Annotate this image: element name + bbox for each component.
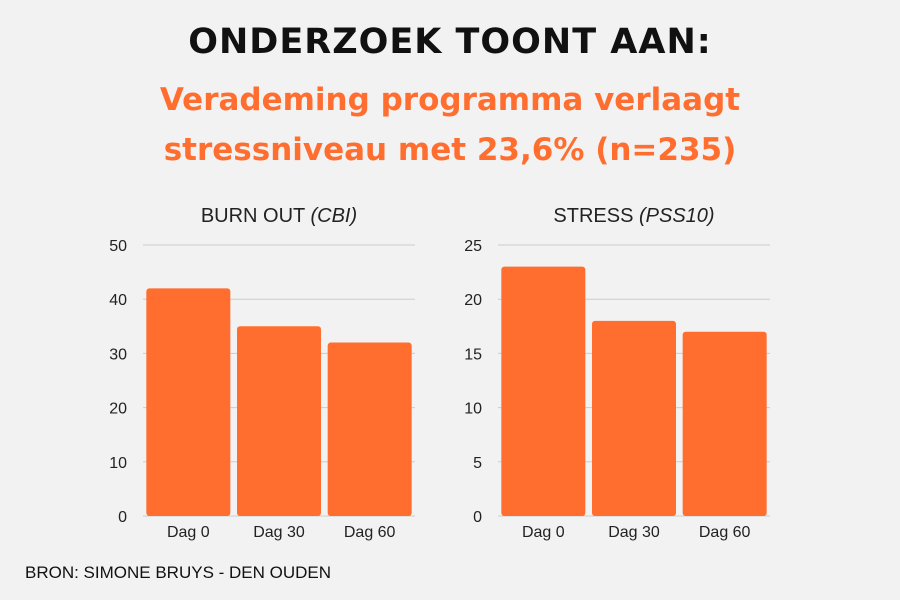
chart1-bar <box>501 266 586 516</box>
subheadline-line-2: stressniveau met 23,6% (n=235) <box>163 132 737 168</box>
chart1-ytick-label: 15 <box>464 346 482 363</box>
chart0-bar <box>146 288 231 516</box>
chart0-category-label: Dag 30 <box>253 524 305 541</box>
chart0-ytick-label: 20 <box>109 401 127 418</box>
chart1-category-label: Dag 0 <box>522 524 565 541</box>
chart1-category-label: Dag 60 <box>699 524 751 541</box>
chart1-ytick-label: 10 <box>464 401 482 418</box>
chart0-bar <box>327 342 412 516</box>
chart-title-burnout-text: BURN OUT <box>200 205 305 227</box>
chart0-ytick-label: 0 <box>118 509 127 526</box>
chart-title-stress-scale: (PSS10) <box>639 205 715 227</box>
chart1-category-label: Dag 30 <box>608 524 660 541</box>
chart-title-stress-text: STRESS <box>553 205 634 227</box>
chart1-ytick-label: 20 <box>464 292 482 309</box>
chart0-ytick-label: 10 <box>109 455 127 472</box>
chart0-ytick-label: 30 <box>109 346 127 363</box>
subheadline-line-1: Verademing programma verlaagt <box>159 82 741 118</box>
chart0-ytick-label: 40 <box>109 292 127 309</box>
chart0-category-label: Dag 0 <box>167 524 210 541</box>
chart-title-burnout: BURN OUT (CBI) <box>143 205 415 228</box>
source-credit: BRON: SIMONE BRUYS - DEN OUDEN <box>25 563 332 582</box>
chart0-ytick-label: 50 <box>109 238 127 255</box>
chart1-ytick-label: 25 <box>464 238 482 255</box>
chart0-category-label: Dag 60 <box>344 524 396 541</box>
chart0-bar <box>237 326 321 516</box>
headline: ONDERZOEK TOONT AAN: <box>188 22 712 62</box>
chart1-bar <box>682 331 767 516</box>
chart-title-burnout-scale: (CBI) <box>310 205 358 227</box>
chart-title-stress: STRESS (PSS10) <box>498 205 770 228</box>
chart1-ytick-label: 5 <box>473 455 482 472</box>
chart1-ytick-label: 0 <box>473 509 482 526</box>
chart1-bar <box>592 320 676 516</box>
